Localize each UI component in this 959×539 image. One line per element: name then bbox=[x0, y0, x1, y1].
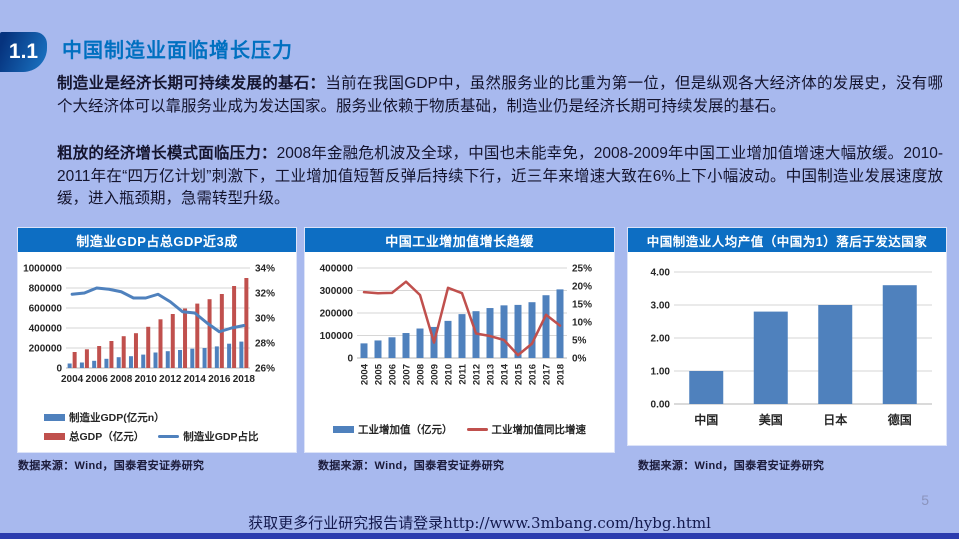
paragraph-growth-pressure: 粗放的经济增长模式面临压力：2008年金融危机波及全球，中国也未能幸免，2008… bbox=[57, 143, 943, 211]
svg-text:26%: 26% bbox=[255, 364, 275, 375]
svg-text:日本: 日本 bbox=[823, 412, 847, 427]
section-number-badge: 1.1 bbox=[0, 32, 47, 72]
svg-text:300000: 300000 bbox=[320, 286, 354, 297]
svg-text:美国: 美国 bbox=[759, 412, 783, 427]
chart-panel-per-capita-output: 中国制造业人均产值（中国为1）落后于发达国家 4.00 3.00 2.00 1.00 0… bbox=[628, 228, 946, 445]
legend-label: 工业增加值同比增速 bbox=[491, 424, 587, 436]
paragraph-lead: 粗放的经济增长模式面临压力： bbox=[57, 145, 277, 162]
svg-text:2008: 2008 bbox=[110, 374, 133, 385]
chart-panel-industrial-value: 中国工业增加值增长趋缓 400000 300000 200000 100000 0 25%… bbox=[305, 228, 614, 452]
svg-text:2015: 2015 bbox=[514, 363, 525, 385]
chart-legend: 工业增加值（亿元） 工业增加值同比增速 bbox=[320, 420, 600, 439]
legend-line-swatch bbox=[466, 428, 488, 431]
legend-item: 工业增加值（亿元） bbox=[333, 422, 453, 437]
svg-text:德国: 德国 bbox=[888, 412, 912, 427]
svg-text:200000: 200000 bbox=[320, 309, 354, 320]
data-source-note: 数据来源：Wind，国泰君安证券研究 bbox=[18, 460, 205, 472]
svg-text:2016: 2016 bbox=[208, 374, 231, 385]
svg-text:15%: 15% bbox=[572, 300, 592, 311]
paragraph-lead: 制造业是经济长期可持续发展的基石： bbox=[57, 75, 326, 92]
svg-text:2017: 2017 bbox=[542, 364, 553, 385]
svg-text:20%: 20% bbox=[572, 282, 592, 293]
legend-item: 工业增加值同比增速 bbox=[466, 422, 587, 437]
svg-text:2009: 2009 bbox=[430, 364, 441, 385]
svg-text:2012: 2012 bbox=[472, 364, 483, 385]
svg-text:2.00: 2.00 bbox=[651, 334, 671, 345]
svg-text:2007: 2007 bbox=[402, 364, 413, 385]
legend-label: 总GDP（亿元） bbox=[69, 431, 145, 443]
svg-text:30%: 30% bbox=[255, 314, 275, 325]
legend-label: 工业增加值（亿元） bbox=[358, 424, 453, 436]
svg-text:0.00: 0.00 bbox=[651, 400, 671, 411]
svg-text:2011: 2011 bbox=[458, 363, 469, 384]
bottom-accent-strip bbox=[0, 533, 959, 539]
footer-link-text: 获取更多行业研究报告请登录http://www.3mbang.com/hybg.… bbox=[248, 514, 711, 532]
svg-text:2008: 2008 bbox=[416, 364, 427, 385]
svg-text:800000: 800000 bbox=[29, 284, 63, 295]
data-source-note: 数据来源：Wind，国泰君安证券研究 bbox=[318, 460, 505, 472]
svg-text:1000000: 1000000 bbox=[23, 264, 62, 275]
svg-text:2012: 2012 bbox=[159, 374, 182, 385]
svg-text:3.00: 3.00 bbox=[651, 301, 671, 312]
svg-text:2014: 2014 bbox=[184, 374, 207, 385]
svg-text:2006: 2006 bbox=[388, 364, 399, 385]
svg-text:28%: 28% bbox=[255, 339, 275, 350]
svg-text:2005: 2005 bbox=[374, 363, 385, 385]
chart-panel-gdp-share: 制造业GDP占总GDP近3成 1000000 800000 600000 400000… bbox=[18, 228, 296, 452]
combo-chart-industrial-value: 400000 300000 200000 100000 0 25% 20% 15% 10% 5% 0… bbox=[320, 264, 592, 386]
svg-text:4.00: 4.00 bbox=[651, 268, 671, 279]
legend-line-swatch bbox=[158, 435, 180, 438]
svg-text:32%: 32% bbox=[255, 289, 275, 300]
svg-text:400000: 400000 bbox=[29, 324, 63, 335]
chart-title: 中国制造业人均产值（中国为1）落后于发达国家 bbox=[628, 228, 946, 252]
svg-text:10%: 10% bbox=[572, 318, 592, 329]
svg-text:2014: 2014 bbox=[500, 363, 511, 385]
svg-text:25%: 25% bbox=[572, 264, 592, 275]
svg-text:34%: 34% bbox=[255, 264, 275, 275]
svg-text:2004: 2004 bbox=[360, 363, 371, 385]
svg-text:400000: 400000 bbox=[320, 264, 354, 275]
chart-legend: 制造业GDP(亿元n） 总GDP（亿元） 制造业GDP占比 bbox=[37, 408, 277, 446]
bar-chart-per-capita-output: 4.00 3.00 2.00 1.00 0.00 中国 美国 日本 德国 bbox=[651, 268, 932, 427]
legend-bar-swatch bbox=[44, 433, 65, 440]
svg-text:1.00: 1.00 bbox=[651, 367, 671, 378]
svg-text:2018: 2018 bbox=[556, 364, 567, 385]
svg-text:0: 0 bbox=[347, 354, 353, 365]
svg-text:0%: 0% bbox=[572, 354, 587, 365]
paragraph-body: 2008年金融危机波及全球，中国也未能幸免，2008-2009年中国工业增加值增… bbox=[57, 145, 943, 207]
svg-text:200000: 200000 bbox=[29, 344, 63, 355]
svg-text:2010: 2010 bbox=[444, 364, 455, 385]
legend-item: 总GDP（亿元） bbox=[44, 429, 144, 444]
svg-text:2013: 2013 bbox=[486, 364, 497, 385]
svg-text:600000: 600000 bbox=[29, 304, 63, 315]
svg-text:2010: 2010 bbox=[135, 374, 158, 385]
svg-text:2016: 2016 bbox=[528, 364, 539, 385]
svg-text:2006: 2006 bbox=[86, 374, 109, 385]
paragraph-body: 当前在我国GDP中，虽然服务业的比重为第一位，但是纵观各大经济体的发展史，没有哪… bbox=[57, 75, 943, 115]
svg-text:0: 0 bbox=[56, 364, 62, 375]
legend-bar-swatch bbox=[44, 414, 65, 421]
svg-text:2018: 2018 bbox=[233, 374, 256, 385]
chart-title: 中国工业增加值增长趋缓 bbox=[305, 228, 614, 252]
page-number: 5 bbox=[921, 492, 929, 508]
chart-title: 制造业GDP占总GDP近3成 bbox=[18, 228, 296, 252]
legend-label: 制造业GDP占比 bbox=[183, 431, 259, 443]
page-title: 中国制造业面临增长压力 bbox=[62, 40, 293, 62]
legend-item: 制造业GDP(亿元n） bbox=[44, 410, 165, 425]
paragraph-manufacturing-base: 制造业是经济长期可持续发展的基石：当前在我国GDP中，虽然服务业的比重为第一位，… bbox=[57, 73, 943, 118]
combo-chart-gdp-share: 1000000 800000 600000 400000 200000 0 34% 32% 30… bbox=[23, 264, 275, 386]
svg-text:5%: 5% bbox=[572, 336, 587, 347]
legend-label: 制造业GDP(亿元n） bbox=[69, 412, 165, 424]
data-source-note: 数据来源：Wind，国泰君安证券研究 bbox=[638, 460, 825, 472]
legend-bar-swatch bbox=[333, 426, 354, 433]
svg-text:100000: 100000 bbox=[320, 331, 354, 342]
legend-item: 制造业GDP占比 bbox=[158, 429, 259, 444]
svg-text:2004: 2004 bbox=[61, 374, 84, 385]
svg-text:中国: 中国 bbox=[694, 412, 718, 427]
